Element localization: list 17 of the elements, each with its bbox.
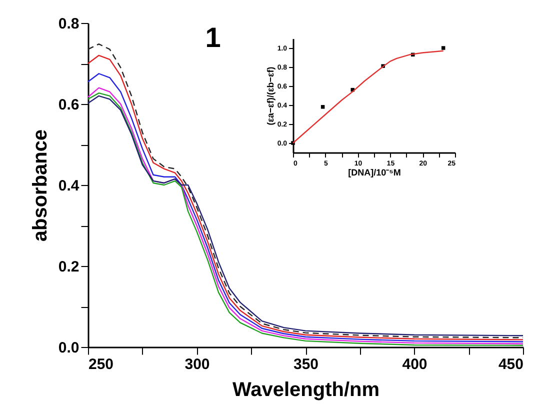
y-tick-label: 0.8: [58, 16, 80, 32]
y-axis-title: (εa−εf)/(εb−εf): [265, 66, 276, 126]
x-tick-label: 250: [88, 356, 114, 373]
y-tick-label: 0.4: [58, 178, 80, 194]
x-axis-title: Wavelength/nm: [232, 378, 380, 401]
x-tick-label: 450: [498, 356, 524, 373]
annotation: 1: [205, 22, 221, 53]
point: [441, 46, 446, 50]
y-axis-title: absorbance: [29, 129, 52, 242]
y-tick-label: 0.6: [58, 96, 80, 114]
x-tick-label: 350: [293, 356, 319, 373]
x-axis-title: [DNA]/10⁻⁵M: [348, 167, 401, 178]
x-tick-label: 400: [402, 356, 428, 373]
y-tick-label: 0.2: [58, 258, 80, 276]
x-tick-label: 300: [184, 356, 210, 373]
y-tick-label: 0.0: [58, 340, 80, 356]
point: [320, 105, 325, 109]
